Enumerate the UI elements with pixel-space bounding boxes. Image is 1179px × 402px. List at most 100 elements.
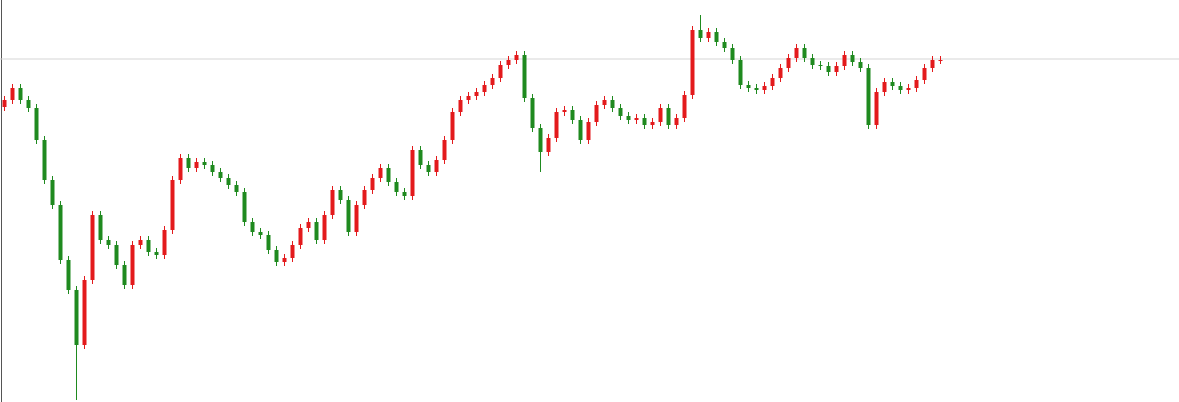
candle-body (690, 30, 695, 95)
candle-body (314, 222, 319, 240)
candle-body (890, 82, 895, 86)
candle-body (826, 66, 831, 72)
candle-body (402, 192, 407, 196)
candle-body (370, 178, 375, 190)
candle-body (330, 190, 335, 215)
candle-body (514, 55, 519, 60)
candle-body (338, 190, 343, 200)
candle-body (170, 180, 175, 230)
candle-body (490, 78, 495, 85)
candle-body (50, 180, 55, 205)
candle-body (634, 118, 639, 120)
candle-body (386, 168, 391, 182)
candle-body (138, 240, 143, 245)
candle-body (250, 222, 255, 232)
candle-body (322, 215, 327, 240)
candle-body (554, 112, 559, 138)
candle-body (706, 32, 711, 38)
candle-body (898, 86, 903, 90)
candle-body (234, 185, 239, 192)
candle-body (618, 108, 623, 116)
candle-body (162, 230, 167, 255)
candle-body (114, 245, 119, 265)
candle-body (274, 250, 279, 262)
candle-body (90, 215, 95, 280)
candle-body (922, 68, 927, 80)
candle-body (66, 260, 71, 290)
candle-body (546, 138, 551, 152)
candle-body (866, 68, 871, 125)
candle-body (298, 228, 303, 245)
candle-body (482, 85, 487, 92)
candle-body (874, 92, 879, 125)
candle-body (18, 88, 23, 100)
candle-body (410, 150, 415, 196)
candle-body (930, 60, 935, 68)
candle-body (58, 205, 63, 260)
candle-body (666, 108, 671, 125)
candle-body (530, 98, 535, 128)
candle-body (498, 65, 503, 78)
candle-body (602, 100, 607, 105)
candle-body (682, 95, 687, 118)
candle-body (442, 140, 447, 160)
candle-body (34, 108, 39, 140)
candle-body (290, 245, 295, 258)
candle-body (362, 190, 367, 205)
candle-body (538, 128, 543, 152)
candle-body (266, 235, 271, 250)
candle-body (818, 65, 823, 66)
candle-body (2, 100, 7, 107)
candle-body (82, 280, 87, 345)
candle-body (938, 60, 943, 61)
candle-body (754, 88, 759, 90)
candle-body (106, 240, 111, 245)
candle-body (698, 30, 703, 38)
candle-body (506, 60, 511, 65)
candle-body (418, 150, 423, 165)
candle-body (778, 68, 783, 78)
candle-body (594, 105, 599, 122)
candle-body (850, 55, 855, 62)
candle-body (218, 172, 223, 178)
candle-body (610, 100, 615, 108)
candle-body (98, 215, 103, 240)
candle-body (26, 100, 31, 108)
candle-body (578, 120, 583, 140)
candle-body (346, 200, 351, 232)
candle-body (450, 112, 455, 140)
candle-body (194, 162, 199, 168)
candle-body (626, 116, 631, 120)
candle-body (74, 290, 79, 345)
candle-body (914, 80, 919, 88)
candle-body (258, 232, 263, 235)
candle-body (882, 82, 887, 92)
candle-body (210, 165, 215, 172)
candle-body (426, 165, 431, 172)
candle-body (650, 122, 655, 125)
candle-body (802, 48, 807, 58)
candle-body (10, 88, 15, 100)
candle-body (730, 48, 735, 60)
candle-body (810, 58, 815, 65)
candle-body (834, 66, 839, 72)
candle-body (434, 160, 439, 172)
candle-body (242, 192, 247, 222)
candle-body (738, 60, 743, 85)
candle-body (42, 140, 47, 180)
candle-body (378, 168, 383, 178)
candle-body (178, 158, 183, 180)
candle-body (154, 252, 159, 255)
candle-body (146, 240, 151, 252)
candle-body (770, 78, 775, 86)
candle-body (306, 222, 311, 228)
candle-body (762, 86, 767, 90)
candle-body (906, 88, 911, 90)
candle-body (674, 118, 679, 125)
candle-body (658, 108, 663, 122)
candle-body (794, 48, 799, 58)
candle-body (858, 62, 863, 68)
candle-body (466, 96, 471, 100)
candle-body (130, 245, 135, 285)
